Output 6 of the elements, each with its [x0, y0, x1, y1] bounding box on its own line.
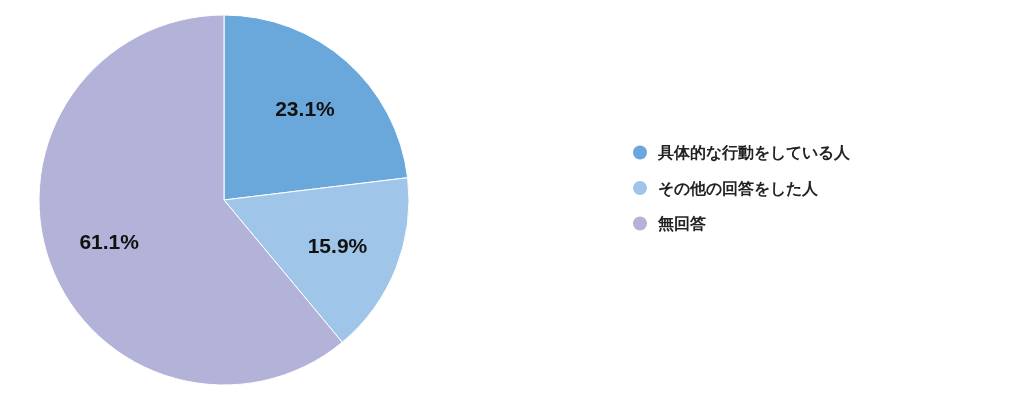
data-label: 23.1% — [275, 97, 336, 121]
legend-label: 具体的な行動をしている人 — [657, 144, 851, 162]
data-label: 61.1% — [79, 230, 140, 253]
legend-label: 無回答 — [657, 215, 706, 233]
data-label: 15.9% — [307, 233, 368, 257]
legend-label: その他の回答をした人 — [658, 179, 819, 198]
